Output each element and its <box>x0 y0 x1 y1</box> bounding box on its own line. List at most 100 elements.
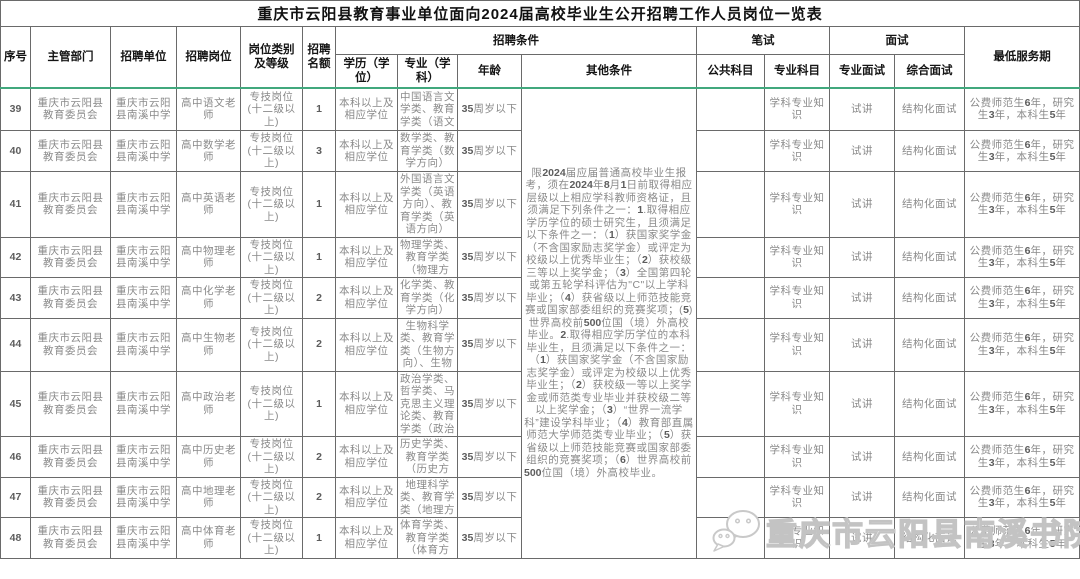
cell-post: 高中语文老师 <box>176 86 241 131</box>
cell-major-subject: 学科专业知识 <box>764 171 830 238</box>
cell-major: 外国语言文学类（英语方向）、教育学类（英语方向） <box>397 171 458 238</box>
cell-category: 专技岗位(十二级以上) <box>240 236 303 278</box>
col-header-zhaopin-danwei: 招聘单位 <box>110 26 177 88</box>
cell-comprehensive-interview: 结构化面试 <box>894 236 965 278</box>
cell-quota: 1 <box>302 370 336 437</box>
cell-dept: 重庆市云阳县教育委员会 <box>30 171 111 238</box>
col-header-zhuanye: 专业（学科） <box>397 54 458 88</box>
cell-dept: 重庆市云阳县教育委员会 <box>30 517 111 559</box>
cell-public-subject <box>696 277 765 319</box>
cell-degree: 本科以上及相应学位 <box>335 476 398 518</box>
cell-dept: 重庆市云阳县教育委员会 <box>30 370 111 437</box>
cell-unit: 重庆市云阳县南溪中学 <box>110 317 177 372</box>
cell-degree: 本科以上及相应学位 <box>335 436 398 478</box>
cell-major: 化学类、教育学类（化学方向） <box>397 277 458 319</box>
col-header-qita-tiaojian: 其他条件 <box>521 54 697 88</box>
cell-dept: 重庆市云阳县教育委员会 <box>30 317 111 372</box>
cell-degree: 本科以上及相应学位 <box>335 277 398 319</box>
col-header-mianshi: 面试 <box>829 26 965 55</box>
cell-quota: 2 <box>302 277 336 319</box>
cell-post: 高中地理老师 <box>176 476 241 518</box>
cell-dept: 重庆市云阳县教育委员会 <box>30 130 111 172</box>
cell-public-subject <box>696 130 765 172</box>
cell-quota: 1 <box>302 236 336 278</box>
cell-comprehensive-interview: 结构化面试 <box>894 317 965 372</box>
col-header-zuidi-fuwuqi: 最低服务期 <box>963 26 1080 88</box>
cell-age: 35周岁以下 <box>457 171 522 238</box>
cell-age: 35周岁以下 <box>457 277 522 319</box>
table-row: 45 重庆市云阳县教育委员会 重庆市云阳县南溪中学 高中政治老师 专技岗位(十二级以上)… <box>0 370 1080 437</box>
cell-public-subject <box>696 370 765 437</box>
cell-quota: 1 <box>302 86 336 131</box>
cell-dept: 重庆市云阳县教育委员会 <box>30 476 111 518</box>
cell-major-interview: 试讲 <box>829 236 895 278</box>
cell-major-subject: 学科专业知识 <box>764 436 830 478</box>
cell-post: 高中生物老师 <box>176 317 241 372</box>
col-header-nianling: 年龄 <box>457 54 522 88</box>
cell-post: 高中政治老师 <box>176 370 241 437</box>
cell-comprehensive-interview: 结构化面试 <box>894 370 965 437</box>
watermark-text: 重庆市云阳县南溪书院 <box>765 516 1080 552</box>
cell-service: 公费师范生6年，研究生3年，本科生5年 <box>963 130 1080 172</box>
cell-comprehensive-interview: 结构化面试 <box>894 130 965 172</box>
cell-degree: 本科以上及相应学位 <box>335 86 398 131</box>
cell-category: 专技岗位(十二级以上) <box>240 436 303 478</box>
cell-id: 45 <box>0 370 31 437</box>
cell-service: 公费师范生6年，研究生3年，本科生5年 <box>963 317 1080 372</box>
cell-id: 42 <box>0 236 31 278</box>
cell-comprehensive-interview: 结构化面试 <box>894 517 965 559</box>
cell-major: 物理学类、教育学类（物理方 <box>397 236 458 278</box>
cell-category: 专技岗位(十二级以上) <box>240 476 303 518</box>
cell-major: 生物科学类、教育学类（生物方向）、生物 <box>397 317 458 372</box>
col-header-xuhao: 序号 <box>0 26 31 88</box>
header-row-sub: 学历（学位） 专业（学科） 年龄 其他条件 公共科目 专业科目 专业面试 综合面… <box>1 54 1080 88</box>
cell-unit: 重庆市云阳县南溪中学 <box>110 130 177 172</box>
cell-service: 公费师范生6年，研究生3年，本科生5年 <box>963 236 1080 278</box>
cell-public-subject <box>696 236 765 278</box>
recruitment-table: 重庆市云阳县教育事业单位面向2024届高校毕业生公开招聘工作人员岗位一览表 序号… <box>0 0 1080 559</box>
cell-quota: 2 <box>302 317 336 372</box>
cell-post: 高中历史老师 <box>176 436 241 478</box>
cell-quota: 3 <box>302 130 336 172</box>
cell-comprehensive-interview: 结构化面试 <box>894 476 965 518</box>
cell-service: 公费师范生6年，研究生3年，本科生5年 <box>963 86 1080 131</box>
cell-quota: 2 <box>302 436 336 478</box>
cell-major-interview: 试讲 <box>829 130 895 172</box>
cell-category: 专技岗位(十二级以上) <box>240 130 303 172</box>
cell-age: 35周岁以下 <box>457 517 522 559</box>
col-header-zhuanye-kemu: 专业科目 <box>764 54 830 88</box>
cell-public-subject <box>696 317 765 372</box>
col-header-zhuanye-mianshi: 专业面试 <box>829 54 895 88</box>
watermark: 重庆市云阳县南溪书院 <box>712 508 1080 554</box>
cell-unit: 重庆市云阳县南溪中学 <box>110 171 177 238</box>
cell-category: 专技岗位(十二级以上) <box>240 370 303 437</box>
cell-post: 高中英语老师 <box>176 171 241 238</box>
cell-major-subject: 学科专业知识 <box>764 370 830 437</box>
table-row: 46 重庆市云阳县教育委员会 重庆市云阳县南溪中学 高中历史老师 专技岗位(十二级以上)… <box>0 436 1080 478</box>
cell-major-interview: 试讲 <box>829 476 895 518</box>
cell-public-subject <box>696 86 765 131</box>
cell-major-subject: 学科专业知识 <box>764 476 830 518</box>
cell-major: 中国语言文学类、教育学类（语文 <box>397 86 458 131</box>
cell-age: 35周岁以下 <box>457 317 522 372</box>
cell-id: 41 <box>0 171 31 238</box>
col-header-zhaopin-minge: 招聘名额 <box>302 26 336 88</box>
cell-unit: 重庆市云阳县南溪中学 <box>110 86 177 131</box>
cell-dept: 重庆市云阳县教育委员会 <box>30 436 111 478</box>
cell-category: 专技岗位(十二级以上) <box>240 517 303 559</box>
header-row-group: 序号 主管部门 招聘单位 招聘岗位 岗位类别及等级 招聘名额 招聘条件 笔试 面… <box>0 26 1080 88</box>
cell-category: 专技岗位(十二级以上) <box>240 317 303 372</box>
cell-category: 专技岗位(十二级以上) <box>240 86 303 131</box>
cell-id: 46 <box>0 436 31 478</box>
cell-degree: 本科以上及相应学位 <box>335 236 398 278</box>
table-row: 40 重庆市云阳县教育委员会 重庆市云阳县南溪中学 高中数学老师 专技岗位(十二级以上)… <box>0 130 1080 172</box>
cell-major-interview: 试讲 <box>829 171 895 238</box>
col-header-gangwei-leibie: 岗位类别及等级 <box>240 26 303 88</box>
cell-age: 35周岁以下 <box>457 370 522 437</box>
table-row: 42 重庆市云阳县教育委员会 重庆市云阳县南溪中学 高中物理老师 专技岗位(十二级以上)… <box>0 236 1080 278</box>
cell-age: 35周岁以下 <box>457 130 522 172</box>
cell-quota: 2 <box>302 476 336 518</box>
cell-major-subject: 学科专业知识 <box>764 317 830 372</box>
cell-major-subject: 学科专业知识 <box>764 86 830 131</box>
